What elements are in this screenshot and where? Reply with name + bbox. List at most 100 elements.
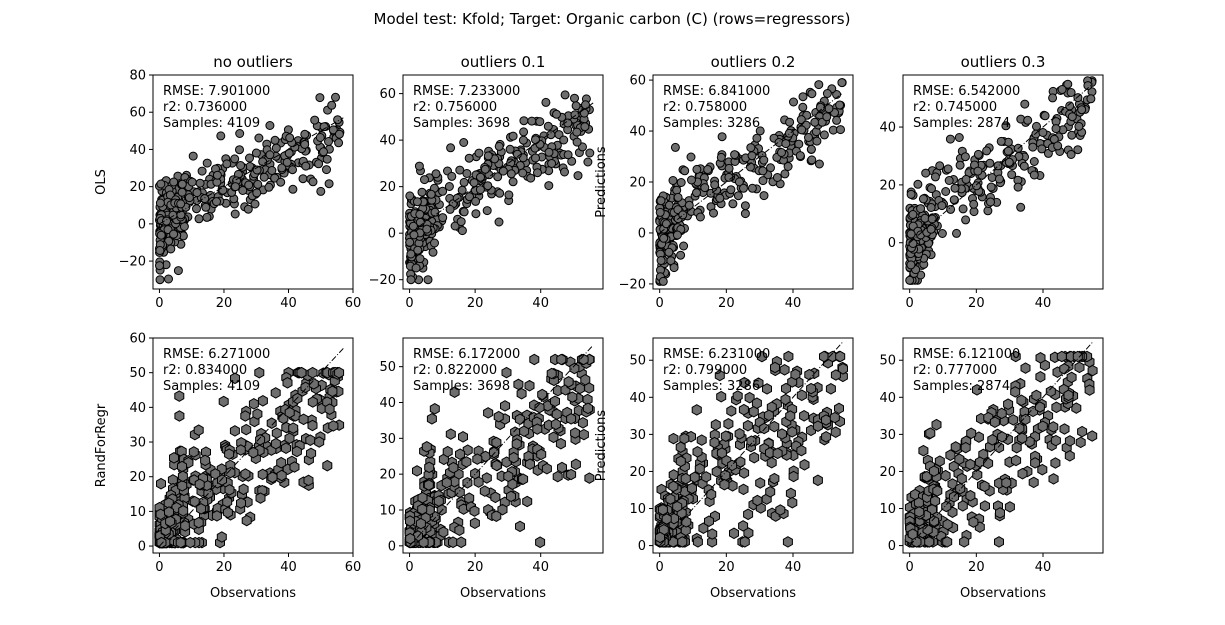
data-point: [177, 187, 187, 197]
data-point: [282, 377, 293, 389]
data-point: [922, 523, 933, 536]
data-point: [804, 368, 815, 381]
data-point: [270, 135, 280, 145]
data-point: [997, 431, 1008, 443]
data-point: [799, 459, 810, 471]
data-point: [475, 185, 485, 195]
data-point: [968, 516, 979, 528]
data-point: [248, 398, 259, 410]
x-tick-label: 40: [280, 296, 297, 311]
data-point: [211, 510, 222, 522]
data-point: [1029, 170, 1039, 180]
y-tick-label: 60: [629, 74, 646, 89]
data-point: [252, 165, 262, 175]
data-point: [952, 228, 961, 238]
data-point: [526, 173, 536, 183]
y-tick-label: 0: [138, 540, 146, 555]
data-point: [414, 161, 424, 171]
data-point: [995, 507, 1005, 519]
data-point: [202, 212, 212, 222]
identity-line: [659, 92, 844, 234]
data-point: [251, 148, 261, 158]
data-point: [491, 459, 502, 472]
y-tick-label: 10: [629, 502, 646, 517]
data-point: [769, 420, 780, 433]
data-point: [504, 190, 514, 200]
data-point: [218, 185, 228, 195]
r2-annotation: r2: 0.822000: [413, 363, 497, 378]
data-point: [461, 456, 472, 468]
samples-annotation: Samples: 2874: [913, 116, 1010, 131]
data-point: [257, 468, 268, 481]
data-point: [459, 207, 469, 217]
data-point: [580, 374, 591, 386]
data-point: [1059, 363, 1070, 375]
data-point: [949, 195, 959, 205]
data-point: [950, 183, 960, 193]
data-point: [235, 444, 246, 456]
data-point: [169, 177, 179, 187]
data-point: [230, 182, 240, 192]
data-point: [529, 353, 540, 366]
data-point: [430, 238, 439, 248]
data-point: [560, 90, 570, 100]
data-point: [446, 143, 456, 153]
data-point: [559, 135, 569, 145]
panel-rf-outliers-0-3: 0 20 40 0 10 20 30 40 50 Observations RMSE: 6.1210…: [879, 337, 1104, 601]
data-point: [481, 472, 492, 484]
data-point: [1035, 352, 1046, 364]
data-point: [916, 204, 926, 214]
data-point: [265, 121, 275, 130]
x-axis-label: Observations: [960, 586, 1046, 601]
data-point: [687, 175, 696, 185]
data-point: [165, 515, 176, 528]
data-point: [196, 503, 207, 515]
data-point: [415, 209, 425, 219]
data-point: [508, 451, 519, 464]
data-point: [173, 266, 183, 276]
panel-ols-outliers-0-3: 0 20 40 0 20 40 outliers 0.3 RMSE: 6.542000r2: …: [879, 53, 1104, 311]
data-point: [248, 446, 259, 459]
panel-title: no outliers: [213, 53, 293, 71]
data-point: [298, 413, 309, 426]
data-point: [469, 517, 480, 529]
data-point: [296, 366, 307, 379]
data-point: [250, 199, 260, 209]
data-point: [692, 188, 701, 198]
data-point: [996, 136, 1006, 146]
data-point: [695, 212, 705, 222]
data-point: [469, 505, 480, 517]
data-point: [1066, 88, 1076, 97]
data-point: [445, 428, 456, 440]
data-point: [709, 208, 718, 218]
data-point: [455, 448, 466, 460]
data-point: [319, 122, 329, 132]
data-point: [514, 413, 525, 426]
data-point: [276, 469, 287, 482]
data-point: [501, 366, 512, 379]
data-point: [224, 448, 235, 460]
data-point: [1001, 477, 1012, 489]
data-point: [746, 143, 756, 153]
data-point: [536, 448, 547, 461]
data-point: [656, 196, 666, 206]
x-tick-label: 20: [718, 560, 735, 575]
data-point: [464, 153, 474, 163]
data-point: [310, 115, 320, 125]
data-point: [821, 431, 832, 443]
r2-annotation: r2: 0.777000: [913, 363, 997, 378]
data-point: [459, 177, 469, 187]
data-point: [188, 151, 198, 161]
data-point: [301, 161, 311, 171]
data-point: [334, 129, 344, 139]
data-point: [245, 153, 254, 163]
data-point: [742, 419, 753, 432]
data-point: [503, 470, 514, 483]
y-tick-label: 20: [879, 178, 896, 193]
data-point: [433, 495, 444, 507]
data-point: [483, 407, 494, 419]
data-point: [1028, 142, 1038, 152]
data-point: [174, 410, 185, 422]
data-point: [515, 520, 525, 533]
data-point: [331, 92, 340, 102]
